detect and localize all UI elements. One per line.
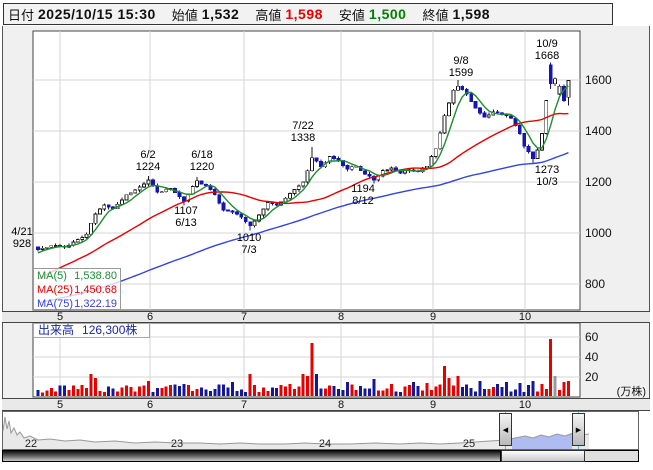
scrollbar-track-right[interactable] <box>585 450 639 462</box>
low-label: 安値 <box>338 7 365 23</box>
month-label-bottom-8: 8 <box>337 399 345 411</box>
scrollbar-thumb[interactable] <box>501 450 585 462</box>
month-label-5: 5 <box>56 310 64 323</box>
month-label-bottom-5: 5 <box>56 399 64 411</box>
date-value: 2025/10/15 15:30 <box>38 6 156 22</box>
open-value: 1,532 <box>201 6 240 22</box>
volume-chart-x-axis-strip <box>2 398 650 411</box>
volume-unit-label: (万株) <box>616 386 646 398</box>
horizontal-scrollbar[interactable] <box>2 450 639 462</box>
price-tick-1200: 1200 <box>585 175 612 189</box>
ohlc-header-bar: 日付 2025/10/15 15:30 始値 1,532 高値 1,598 安値… <box>3 3 613 25</box>
year-label-24: 24 <box>318 438 332 450</box>
month-label-9: 9 <box>429 310 437 323</box>
month-label-6: 6 <box>146 310 154 323</box>
price-tick-1600: 1600 <box>585 73 612 87</box>
month-label-bottom-6: 6 <box>146 399 154 411</box>
close-label: 終値 <box>422 7 449 23</box>
open-label: 始値 <box>171 7 198 23</box>
month-label-bottom-7: 7 <box>240 399 248 411</box>
volume-tick-40: 40 <box>585 350 599 364</box>
month-label-8: 8 <box>337 310 345 323</box>
price-tick-1000: 1000 <box>585 226 612 240</box>
volume-tick-60: 60 <box>585 330 599 344</box>
volume-chart-plot[interactable] <box>33 323 580 397</box>
high-label: 高値 <box>255 7 282 23</box>
price-chart-plot[interactable] <box>33 31 580 310</box>
low-value: 1,500 <box>368 6 407 22</box>
price-tick-1400: 1400 <box>585 124 612 138</box>
price-tick-800: 800 <box>585 277 606 291</box>
navigator-right-handle[interactable]: ▶ <box>572 413 585 446</box>
month-label-7: 7 <box>240 310 248 323</box>
left-arrow-icon: ◀ <box>502 426 509 434</box>
month-label-10: 10 <box>518 310 532 323</box>
scrollbar-track-left[interactable] <box>2 450 501 462</box>
date-label: 日付 <box>8 7 35 23</box>
month-label-bottom-10: 10 <box>518 399 532 411</box>
year-label-25: 25 <box>462 438 476 450</box>
year-label-23: 23 <box>170 438 184 450</box>
volume-tick-20: 20 <box>585 370 599 384</box>
right-arrow-icon: ▶ <box>575 426 582 434</box>
annotation-4-21: 4/21 928 <box>11 226 33 250</box>
navigator-left-handle[interactable]: ◀ <box>499 413 512 446</box>
high-value: 1,598 <box>285 6 323 22</box>
month-label-bottom-9: 9 <box>429 399 437 411</box>
year-label-22: 22 <box>24 438 38 450</box>
close-value: 1,598 <box>452 6 491 22</box>
